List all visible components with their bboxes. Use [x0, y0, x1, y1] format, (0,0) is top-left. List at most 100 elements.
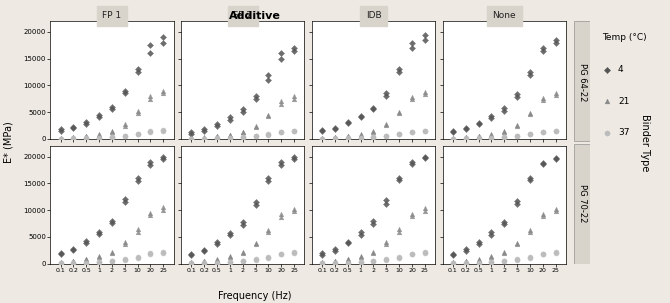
- Point: [186, 136, 197, 141]
- Point: [419, 32, 430, 37]
- Point: [355, 232, 366, 237]
- Point: [330, 126, 340, 131]
- Point: [330, 125, 340, 130]
- Point: [368, 129, 379, 134]
- Point: [512, 94, 523, 99]
- Point: [55, 136, 66, 141]
- Point: [132, 178, 143, 183]
- Point: [448, 135, 458, 140]
- Point: [330, 258, 340, 263]
- Point: [342, 260, 353, 265]
- Point: [460, 261, 471, 266]
- Point: [224, 233, 235, 238]
- Point: [448, 260, 458, 265]
- Point: [473, 136, 484, 141]
- Point: [263, 132, 274, 137]
- Point: [107, 128, 117, 133]
- Point: [525, 112, 535, 117]
- Point: [94, 132, 105, 136]
- Point: [407, 95, 417, 100]
- Point: [276, 51, 287, 56]
- Point: [512, 199, 523, 204]
- Point: [381, 240, 392, 245]
- Point: [330, 135, 340, 140]
- Point: [186, 136, 197, 141]
- Point: [512, 201, 523, 206]
- Point: [525, 132, 535, 137]
- Point: [368, 251, 379, 255]
- Point: [317, 260, 328, 265]
- Point: [512, 242, 523, 247]
- Point: [368, 107, 379, 112]
- Point: [407, 251, 417, 256]
- Point: [81, 136, 92, 141]
- Point: [512, 122, 523, 127]
- Point: [460, 127, 471, 132]
- Point: [107, 218, 117, 223]
- Point: [407, 97, 417, 102]
- Point: [499, 259, 510, 264]
- Point: [68, 246, 79, 251]
- Point: [550, 40, 561, 45]
- Point: [473, 136, 484, 141]
- Point: [186, 136, 197, 141]
- Point: [394, 110, 405, 115]
- Point: [224, 133, 235, 138]
- Point: [537, 129, 548, 134]
- Point: [602, 99, 612, 104]
- Point: [381, 94, 392, 98]
- Point: [525, 176, 535, 181]
- Point: [199, 135, 210, 140]
- Point: [473, 122, 484, 127]
- Point: [486, 233, 496, 238]
- Point: [119, 257, 130, 262]
- Point: [237, 110, 248, 115]
- Point: [460, 261, 471, 265]
- Point: [550, 208, 561, 213]
- Point: [212, 136, 222, 141]
- Point: [55, 261, 66, 266]
- Point: [119, 200, 130, 205]
- Point: [486, 260, 496, 265]
- Point: [94, 232, 105, 237]
- Point: [237, 107, 248, 112]
- Point: [460, 249, 471, 254]
- Point: [199, 259, 210, 264]
- Point: [537, 130, 548, 135]
- Point: [276, 251, 287, 256]
- Point: [317, 135, 328, 140]
- Point: [537, 252, 548, 257]
- Point: [394, 111, 405, 116]
- Point: [212, 123, 222, 128]
- Point: [317, 129, 328, 134]
- Point: [537, 48, 548, 53]
- Point: [276, 162, 287, 167]
- Point: [212, 242, 222, 247]
- Point: [419, 250, 430, 255]
- Point: [81, 122, 92, 126]
- Point: [237, 223, 248, 228]
- Point: [499, 106, 510, 111]
- Point: [132, 255, 143, 260]
- Point: [289, 154, 299, 159]
- Point: [473, 240, 484, 245]
- Point: [55, 260, 66, 265]
- Point: [381, 91, 392, 96]
- Point: [355, 230, 366, 235]
- Point: [499, 135, 510, 140]
- Point: [158, 251, 169, 255]
- Point: [224, 115, 235, 120]
- Point: [486, 116, 496, 121]
- Point: [368, 221, 379, 226]
- Point: [486, 260, 496, 265]
- Point: [186, 261, 197, 266]
- Point: [145, 96, 156, 101]
- Point: [448, 261, 458, 266]
- Point: [317, 261, 328, 266]
- Point: [224, 230, 235, 235]
- Point: [394, 176, 405, 181]
- Point: [537, 98, 548, 103]
- Point: [81, 260, 92, 265]
- Point: [212, 257, 222, 262]
- Point: [394, 255, 405, 260]
